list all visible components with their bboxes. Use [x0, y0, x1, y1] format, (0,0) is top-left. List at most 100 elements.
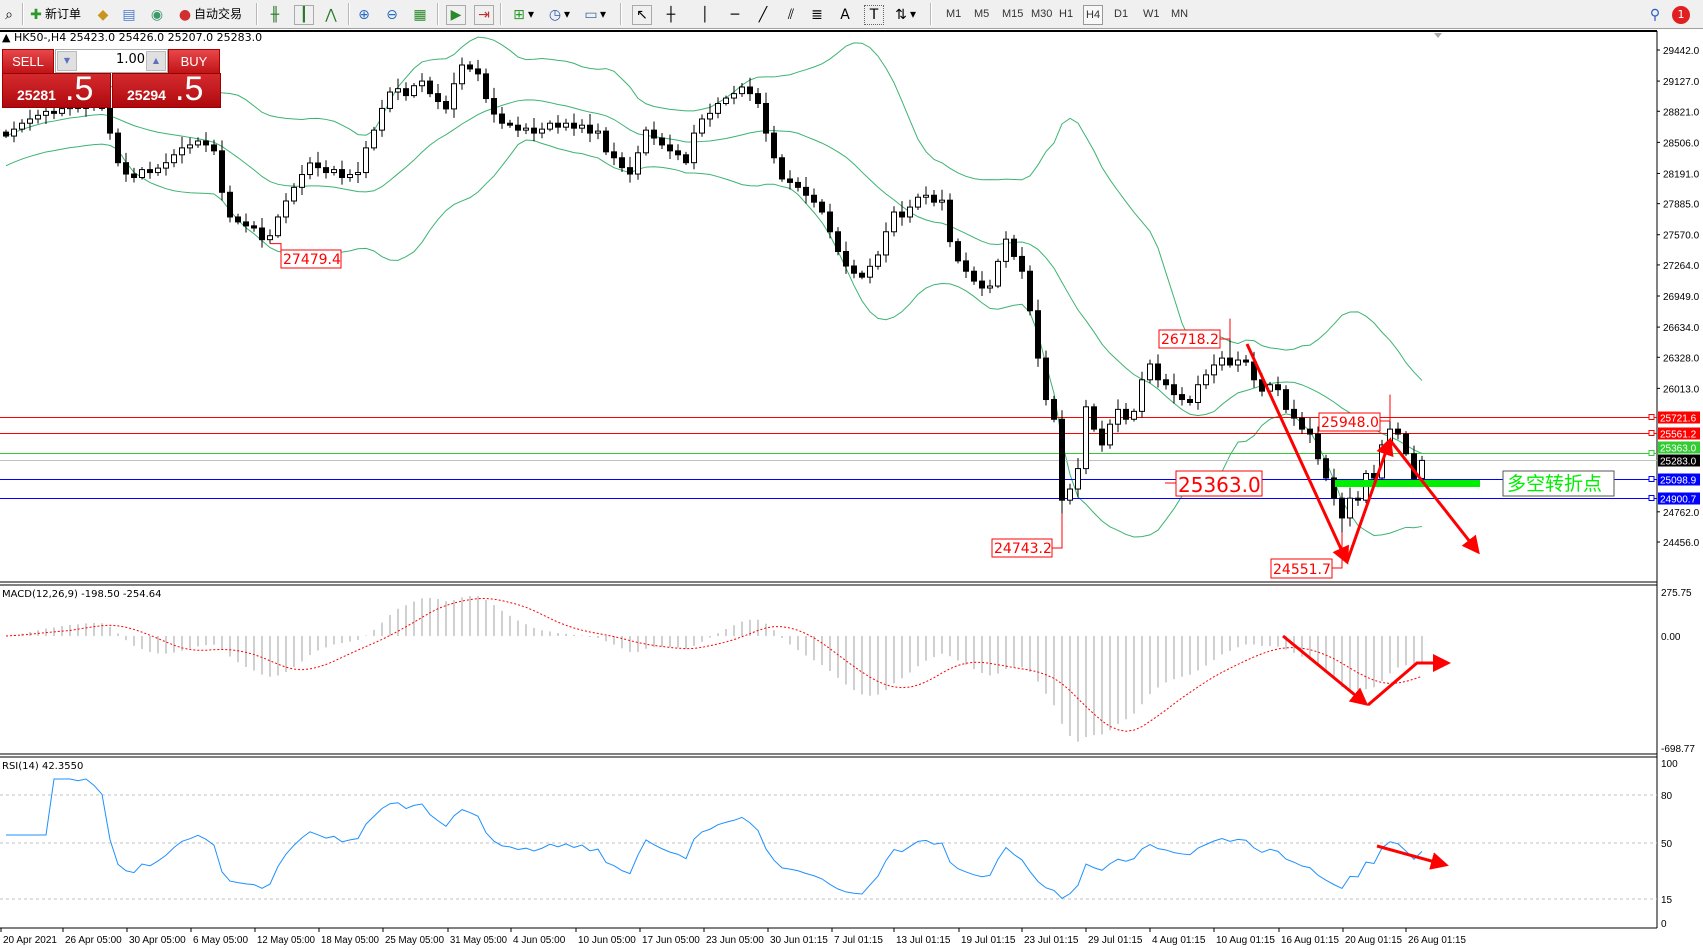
candle-bear: [1035, 310, 1041, 359]
magnifier-icon[interactable]: ⌕: [5, 6, 13, 23]
time-tick-label: 19 Jul 01:15: [961, 935, 1016, 946]
pivot-text-box[interactable]: [1502, 470, 1615, 497]
arrows-dropdown[interactable]: ⇅ ▾: [895, 6, 917, 23]
level-handle[interactable]: [1648, 430, 1655, 436]
buy-price-box[interactable]: 25294 .5: [112, 70, 221, 108]
sell-button[interactable]: SELL: [2, 49, 54, 74]
horizontal-line-icon[interactable]: ─: [730, 6, 740, 23]
macd-down-arrow[interactable]: [1282, 634, 1369, 706]
time-tick-label: 30 Jun 01:15: [770, 935, 828, 946]
price-label-box[interactable]: [1175, 470, 1263, 497]
annotations[interactable]: 27479.4 26718.2 25948.0 24743.2 24551.7 25363…: [270, 243, 1615, 579]
timeframe-m5[interactable]: M5: [974, 8, 990, 20]
price-up-arrow[interactable]: [1345, 437, 1394, 563]
candle-bear: [427, 80, 433, 95]
line-chart-icon[interactable]: ⋀: [325, 6, 337, 23]
rsi-label: RSI(14) 42.3550: [2, 761, 83, 772]
periods-dropdown[interactable]: ◷ ▾: [548, 6, 571, 23]
candle-bull: [907, 206, 913, 218]
candle-bear: [443, 101, 449, 110]
candle-bear: [651, 129, 657, 139]
price-tick-label: 29442.0: [1663, 46, 1700, 57]
price-label-box[interactable]: [991, 538, 1053, 558]
timeframe-h1[interactable]: H1: [1059, 8, 1074, 20]
time-tick-label: 26 Apr 05:00: [65, 935, 122, 946]
cursor-icon[interactable]: ↖: [632, 4, 652, 25]
timeframe-d1[interactable]: D1: [1114, 8, 1129, 20]
tile-windows-icon[interactable]: ▦: [413, 6, 427, 23]
candle-bull: [739, 86, 745, 95]
candle-bull: [547, 122, 553, 130]
chart-shift-marker-icon[interactable]: [1434, 33, 1442, 38]
vertical-line-icon[interactable]: │: [700, 6, 710, 23]
candle-bear: [1275, 384, 1281, 391]
lot-size-input[interactable]: ▼ 1.00 ▲: [55, 49, 168, 73]
candle-bull: [387, 91, 393, 109]
trend-arrows[interactable]: [1245, 343, 1480, 870]
price-label-box[interactable]: [1318, 412, 1381, 432]
pivot-zone-bar[interactable]: [1335, 480, 1480, 487]
lot-increase-button[interactable]: ▲: [146, 51, 166, 71]
notifications-button[interactable]: 1: [1672, 4, 1690, 24]
candle-bull: [691, 132, 697, 164]
fibonacci-icon[interactable]: ≣: [811, 6, 823, 23]
price-tick-label: 27570.0: [1663, 231, 1700, 242]
candle-bull: [411, 85, 417, 97]
rsi-axis-label: 100: [1661, 759, 1678, 770]
trendline-icon[interactable]: ╱: [758, 6, 768, 23]
level-handle[interactable]: [1648, 450, 1655, 456]
collapse-triangle-icon[interactable]: ▲: [2, 31, 11, 44]
indicators-dropdown[interactable]: ⊞ ▾: [513, 6, 535, 23]
candle-bear: [1027, 270, 1033, 312]
candle-bull: [939, 199, 945, 203]
level-handle[interactable]: [1648, 476, 1655, 482]
candle-bear: [675, 150, 681, 156]
signals-icon[interactable]: ◉: [150, 6, 164, 23]
bar-chart-icon[interactable]: ╫: [270, 6, 280, 23]
timeframe-m15[interactable]: M15: [1002, 8, 1024, 20]
level-handle[interactable]: [1648, 495, 1655, 501]
toolbar-separator: [256, 3, 258, 25]
data-window-icon[interactable]: ▤: [122, 6, 136, 23]
timeframe-m1[interactable]: M1: [946, 8, 962, 20]
toolbar: ⌕ ✚ 新订单 ◆ ▤ ◉ ● 自动交易 ╫ ┃ ⋀ ⊕ ⊖ ▦ ▶ ⇥ ⊞ ▾ ◷ ▾…: [0, 0, 1703, 29]
candle-bull: [1139, 379, 1145, 412]
text-label-icon[interactable]: T: [864, 4, 884, 25]
level-handle[interactable]: [1648, 414, 1655, 420]
price-label-box[interactable]: [280, 249, 342, 269]
text-icon[interactable]: A: [840, 6, 850, 23]
sell-price: 25281: [17, 87, 56, 103]
timeframe-h4[interactable]: H4: [1083, 5, 1104, 25]
candle-chart-icon[interactable]: ┃: [294, 4, 314, 25]
price-down-arrow[interactable]: [1245, 343, 1349, 565]
macd-axis-label: 0.00: [1661, 632, 1681, 643]
market-watch-icon[interactable]: ◆: [97, 6, 109, 23]
candle-bear: [123, 162, 129, 175]
candle-bull: [707, 112, 713, 120]
auto-trading-button[interactable]: ● 自动交易: [176, 4, 242, 24]
candle-bear: [1179, 394, 1185, 401]
price-label-box[interactable]: [1158, 329, 1221, 349]
timeframe-w1[interactable]: W1: [1143, 8, 1160, 20]
macd-up-arrow[interactable]: [1367, 654, 1451, 707]
zoom-out-icon[interactable]: ⊖: [386, 6, 398, 23]
timeframe-mn[interactable]: MN: [1171, 8, 1189, 20]
price-tick-label: 28821.0: [1663, 107, 1700, 118]
crosshair-icon[interactable]: ┼: [666, 6, 676, 23]
price-label-box[interactable]: [1270, 558, 1333, 579]
price-forecast-arrow[interactable]: [1388, 439, 1480, 555]
horizontal-levels[interactable]: [0, 414, 1657, 501]
equidistant-channel-icon[interactable]: ⫽: [787, 6, 795, 23]
search-icon[interactable]: ⚲: [1649, 6, 1661, 23]
timeframe-m30[interactable]: M30: [1031, 8, 1053, 20]
templates-dropdown[interactable]: ▭ ▾: [584, 6, 607, 23]
candle-bull: [1211, 364, 1217, 376]
new-order-button[interactable]: ✚ 新订单: [27, 4, 81, 24]
auto-scroll-icon[interactable]: ▶: [446, 4, 466, 25]
zoom-in-icon[interactable]: ⊕: [358, 6, 370, 23]
lot-decrease-button[interactable]: ▼: [57, 51, 77, 71]
sell-price-box[interactable]: 25281 .5: [2, 70, 111, 108]
chart-shift-icon[interactable]: ⇥: [474, 4, 494, 25]
rsi-down-arrow[interactable]: [1376, 844, 1449, 870]
